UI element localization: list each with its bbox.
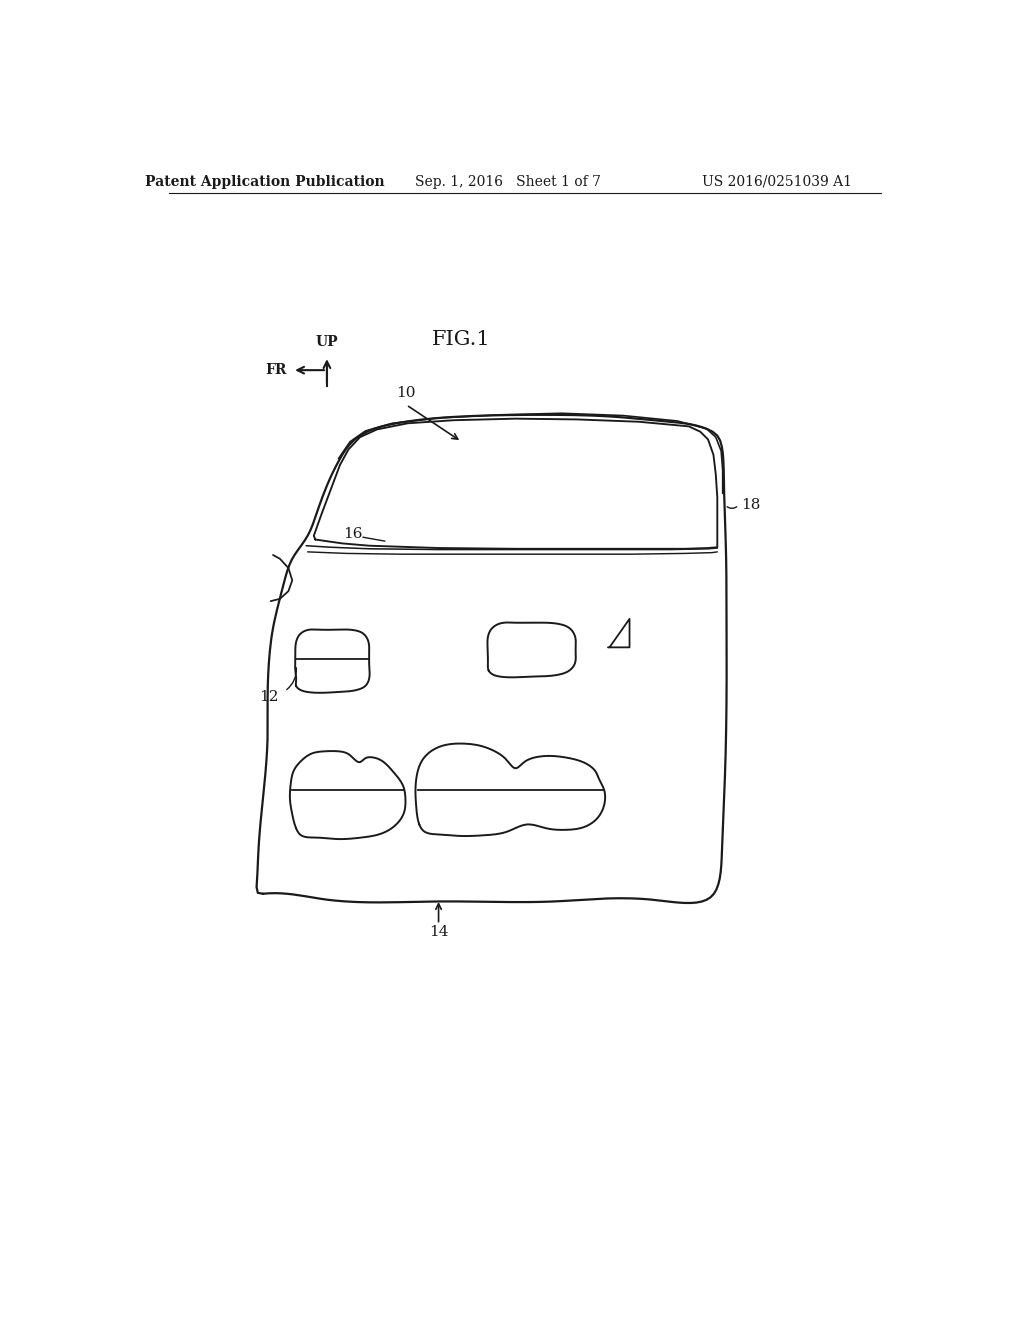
- Text: 12: 12: [259, 690, 279, 705]
- Text: Sep. 1, 2016   Sheet 1 of 7: Sep. 1, 2016 Sheet 1 of 7: [415, 174, 601, 189]
- Text: US 2016/0251039 A1: US 2016/0251039 A1: [702, 174, 852, 189]
- Text: 16: 16: [344, 527, 364, 541]
- Text: 10: 10: [396, 387, 416, 400]
- Text: Patent Application Publication: Patent Application Publication: [145, 174, 385, 189]
- Text: 18: 18: [741, 498, 761, 512]
- Text: FR: FR: [265, 363, 287, 378]
- Text: UP: UP: [315, 335, 338, 350]
- Text: FIG.1: FIG.1: [432, 330, 492, 348]
- Text: 14: 14: [429, 925, 449, 940]
